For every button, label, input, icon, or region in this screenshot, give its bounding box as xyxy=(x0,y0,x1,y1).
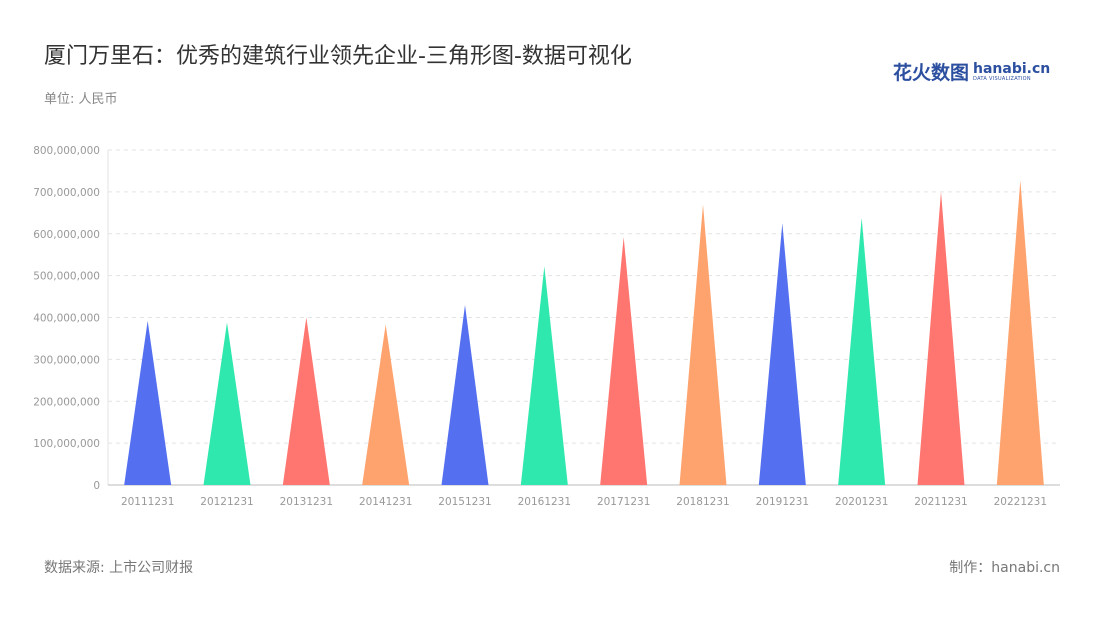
x-tick-label: 20221231 xyxy=(994,496,1047,508)
y-tick-label: 500,000,000 xyxy=(33,271,100,283)
logo-cn-text: 花火数图 xyxy=(893,62,970,84)
brand-logo: 花火数图 hanabi.cn DATA VISUALIZATION xyxy=(893,58,1050,85)
logo-en-subtext: DATA VISUALIZATION xyxy=(973,75,1031,82)
x-tick-label: 20151231 xyxy=(438,496,491,508)
triangle-bar xyxy=(520,266,568,485)
triangle-bar xyxy=(758,223,806,485)
x-tick-label: 20111231 xyxy=(121,496,174,508)
x-tick-label: 20201231 xyxy=(835,496,888,508)
logo-en-block: hanabi.cn DATA VISUALIZATION xyxy=(973,62,1050,82)
x-tick-label: 20191231 xyxy=(756,496,809,508)
y-tick-label: 600,000,000 xyxy=(33,229,100,241)
x-tick-label: 20121231 xyxy=(200,496,253,508)
triangle-bar xyxy=(917,191,965,485)
unit-label: 单位: 人民币 xyxy=(44,92,118,107)
y-tick-label: 400,000,000 xyxy=(33,313,100,325)
y-tick-label: 0 xyxy=(93,480,100,492)
x-tick-label: 20161231 xyxy=(518,496,571,508)
x-tick-label: 20141231 xyxy=(359,496,412,508)
y-tick-label: 200,000,000 xyxy=(33,396,100,408)
triangle-bar xyxy=(838,217,886,485)
chart-title: 厦门万里石：优秀的建筑行业领先企业-三角形图-数据可视化 xyxy=(44,44,632,69)
x-tick-label: 20171231 xyxy=(597,496,650,508)
triangle-bar xyxy=(282,317,330,485)
triangle-bar xyxy=(441,304,489,485)
logo-en-text: hanabi.cn xyxy=(973,60,1051,77)
credit-label: 制作：hanabi.cn xyxy=(949,560,1060,576)
y-tick-label: 300,000,000 xyxy=(33,354,100,366)
triangle-bar xyxy=(679,204,727,485)
x-tick-label: 20131231 xyxy=(280,496,333,508)
y-tick-label: 100,000,000 xyxy=(33,438,100,450)
y-tick-label: 800,000,000 xyxy=(33,145,100,157)
x-tick-label: 20211231 xyxy=(914,496,967,508)
triangle-bar xyxy=(124,320,172,485)
x-tick-label: 20181231 xyxy=(676,496,729,508)
data-source: 数据来源: 上市公司财报 xyxy=(44,560,194,576)
triangle-bar xyxy=(362,324,410,485)
triangle-bar xyxy=(996,180,1044,485)
y-tick-label: 700,000,000 xyxy=(33,187,100,199)
triangle-bar xyxy=(600,237,648,485)
triangle-bar xyxy=(203,322,251,485)
